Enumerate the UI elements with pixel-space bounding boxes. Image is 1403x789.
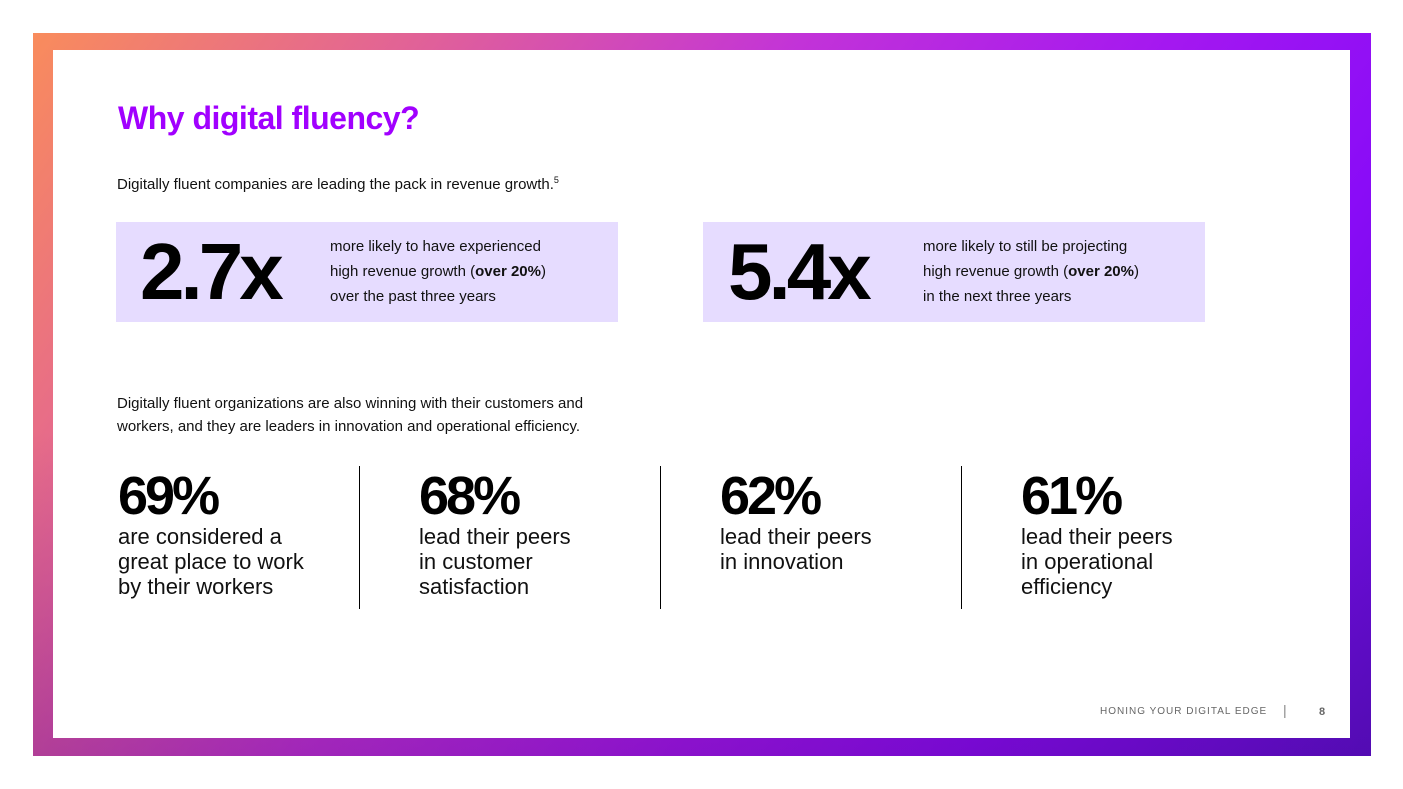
stat-value: 2.7x xyxy=(140,227,284,316)
stat-line: more likely to have experienced xyxy=(330,238,541,255)
stat-card-past-growth: 2.7x more likely to have experienced hig… xyxy=(116,222,618,322)
intro-revenue-sentence: Digitally fluent companies are leading t… xyxy=(117,176,554,193)
footer-separator: | xyxy=(1283,702,1287,718)
column-divider xyxy=(961,466,962,609)
metric-value: 69% xyxy=(118,466,220,526)
stat-line-text: high revenue growth ( xyxy=(923,263,1069,280)
metric-description: lead their peers in innovation xyxy=(720,524,872,574)
stat-description: more likely to still be projecting high … xyxy=(923,234,1139,309)
intro-line: workers, and they are leaders in innovat… xyxy=(117,418,581,435)
intro-winning-text: Digitally fluent organizations are also … xyxy=(117,392,677,438)
metric-description: are considered a great place to work by … xyxy=(118,524,304,599)
stat-line-bold: over 20% xyxy=(1068,263,1134,280)
metric-customer-satisfaction: 68% lead their peers in customer satisfa… xyxy=(419,466,659,599)
page-number: 8 xyxy=(1319,706,1327,718)
stat-line: more likely to still be projecting xyxy=(923,238,1128,255)
stat-line-text: ) xyxy=(540,263,546,280)
slide-panel xyxy=(53,50,1350,738)
stat-description: more likely to have experienced high rev… xyxy=(330,234,546,309)
stat-line-bold: over 20% xyxy=(475,263,541,280)
stat-card-future-growth: 5.4x more likely to still be projecting … xyxy=(703,222,1205,322)
page-title: Why digital fluency? xyxy=(118,100,420,136)
metric-description: lead their peers in customer satisfactio… xyxy=(419,524,571,599)
intro-revenue-text: Digitally fluent companies are leading t… xyxy=(117,175,559,193)
metric-workplace: 69% are considered a great place to work… xyxy=(118,466,358,599)
column-divider xyxy=(359,466,360,609)
stat-line: high revenue growth (over 20%) xyxy=(330,259,546,284)
stat-line: over the past three years xyxy=(330,288,496,305)
stat-line-text: ) xyxy=(1133,263,1139,280)
metric-value: 62% xyxy=(720,466,822,526)
metric-description: lead their peers in operational efficien… xyxy=(1021,524,1173,599)
metric-value: 61% xyxy=(1021,466,1123,526)
footnote-marker: 5 xyxy=(553,175,559,185)
column-divider xyxy=(660,466,661,609)
stat-line: high revenue growth (over 20%) xyxy=(923,259,1139,284)
footer-document-title: HONING YOUR DIGITAL EDGE xyxy=(1100,706,1268,717)
stat-value: 5.4x xyxy=(728,227,872,316)
metric-innovation: 62% lead their peers in innovation xyxy=(720,466,960,574)
intro-line: Digitally fluent organizations are also … xyxy=(117,395,584,412)
metric-operational-efficiency: 61% lead their peers in operational effi… xyxy=(1021,466,1261,599)
metric-value: 68% xyxy=(419,466,521,526)
stat-line-text: high revenue growth ( xyxy=(330,263,476,280)
stat-line: in the next three years xyxy=(923,288,1072,305)
